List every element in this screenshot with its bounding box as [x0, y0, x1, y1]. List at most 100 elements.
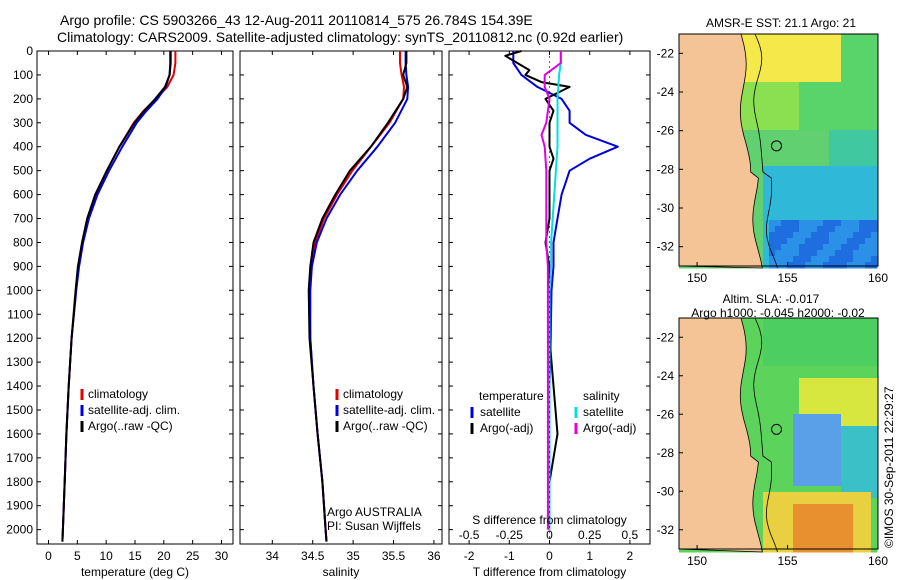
sst_map-cell: [751, 52, 758, 59]
sst_map-cell: [853, 94, 860, 101]
sla_map-cell: [829, 540, 836, 547]
sst_map-cell: [823, 142, 830, 149]
sla_map-cell: [751, 444, 758, 451]
sla_map-cell: [817, 462, 824, 469]
sla_map-cell: [859, 450, 866, 457]
sla_map-cell: [835, 534, 842, 541]
sla_map-cell: [841, 348, 848, 355]
sla_map-cell: [847, 432, 854, 439]
sst_map-cell: [847, 262, 854, 269]
sst_map-cell: [859, 250, 866, 257]
sst_map-cell: [811, 94, 818, 101]
sla_map-cell: [781, 414, 788, 421]
sst_map-cell: [865, 244, 872, 251]
sla_map-cell: [793, 510, 800, 517]
sla_map-cell: [859, 498, 866, 505]
sla_map-cell: [787, 384, 794, 391]
sla_map-cell: [835, 420, 842, 427]
sst_map-cell: [835, 208, 842, 215]
sst_map-cell: [835, 154, 842, 161]
sst_map-cell: [751, 82, 758, 89]
salinity-xtick-label: 36: [427, 549, 441, 563]
sst_map-cell: [763, 184, 770, 191]
sla_map-cell: [823, 450, 830, 457]
sst_map-cell: [859, 220, 866, 227]
sst_map-cell: [769, 136, 776, 143]
sla_map-cell: [799, 420, 806, 427]
sst_map-cell: [769, 226, 776, 233]
sla_map-cell: [805, 324, 812, 331]
sla_map-cell: [769, 384, 776, 391]
sst_map-cell: [829, 232, 836, 239]
sst_map-cell: [787, 118, 794, 125]
sst_map-cell: [871, 136, 878, 143]
sla_map-cell: [781, 504, 788, 511]
difference-xlabel: T difference from climatology: [473, 565, 627, 579]
sst_map-cell: [751, 118, 758, 125]
sst_map-cell: [793, 76, 800, 83]
sla_map-cell: [859, 474, 866, 481]
sla_map-cell: [811, 402, 818, 409]
sla_map-cell: [817, 540, 824, 547]
sla_map-cell: [751, 408, 758, 415]
sst_map-cell: [823, 250, 830, 257]
sst_map-cell: [835, 250, 842, 257]
depth-tick-label: 1100: [7, 307, 33, 321]
sst_map-cell: [823, 52, 830, 59]
sst_map-cell: [835, 46, 842, 53]
sla_map-cell: [799, 426, 806, 433]
sla_map-cell: [847, 468, 854, 475]
sla_map-cell: [793, 366, 800, 373]
sla_map-cell: [805, 432, 812, 439]
sst_map-cell: [799, 208, 806, 215]
sst_map-cell: [745, 124, 752, 131]
sst_map-cell: [841, 244, 848, 251]
sst_map-cell: [751, 220, 758, 227]
sst_map-cell: [841, 232, 848, 239]
sst_map-cell: [841, 220, 848, 227]
sla_map-cell: [781, 378, 788, 385]
sst_map-cell: [763, 52, 770, 59]
sla_map-cell: [793, 378, 800, 385]
sla_map-cell: [811, 420, 818, 427]
sst_map-cell: [805, 148, 812, 155]
sst_map-cell: [763, 58, 770, 65]
sst_map-cell: [817, 106, 824, 113]
sla_map-cell: [823, 402, 830, 409]
sla_map-cell: [793, 504, 800, 511]
sst_map-cell: [853, 232, 860, 239]
sst_map-cell: [769, 52, 776, 59]
sst_map-cell: [841, 256, 848, 263]
sst_map-cell: [811, 172, 818, 179]
sla_map-cell: [781, 348, 788, 355]
sst_map-cell: [769, 118, 776, 125]
sst_map-cell: [775, 58, 782, 65]
sla_map-cell: [865, 390, 872, 397]
sst_map-cell: [805, 94, 812, 101]
sst_map-cell: [859, 172, 866, 179]
sla_map-cell: [847, 330, 854, 337]
sst_map-cell: [859, 64, 866, 71]
sla_map-cell: [793, 324, 800, 331]
sst_map-cell: [829, 250, 836, 257]
sst_map-cell: [853, 118, 860, 125]
sla_map-cell: [757, 366, 764, 373]
sla_map-cell: [871, 366, 878, 373]
sla_map-cell: [769, 504, 776, 511]
sla_map-cell: [871, 390, 878, 397]
sla_map-cell: [769, 450, 776, 457]
sla_map-cell: [781, 402, 788, 409]
sla_map-cell: [835, 426, 842, 433]
sst_map-cell: [793, 166, 800, 173]
sst_map-cell: [763, 202, 770, 209]
sla_map-cell: [865, 336, 872, 343]
sst_map-cell: [811, 142, 818, 149]
sla_map-cell: [829, 510, 836, 517]
sst_map-cell: [805, 220, 812, 227]
sla_map-cell: [745, 336, 752, 343]
sst_map-cell: [793, 106, 800, 113]
sst_map-cell: [757, 58, 764, 65]
sla_map-cell: [775, 504, 782, 511]
sla_map-cell: [817, 384, 824, 391]
sst_map-cell: [865, 262, 872, 269]
